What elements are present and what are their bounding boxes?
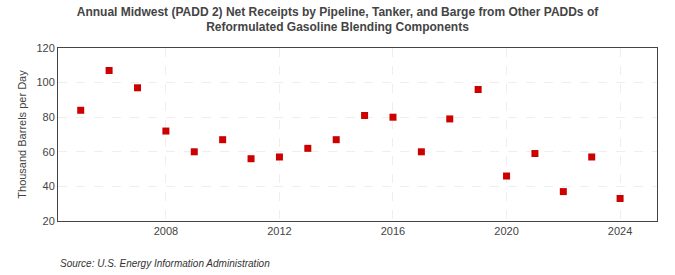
svg-text:2008: 2008	[154, 225, 178, 237]
svg-text:120: 120	[36, 42, 54, 54]
svg-text:2020: 2020	[494, 225, 518, 237]
svg-text:2012: 2012	[267, 225, 291, 237]
svg-text:Source: U.S. Energy Informatio: Source: U.S. Energy Information Administ…	[60, 258, 270, 269]
svg-text:2016: 2016	[381, 225, 405, 237]
svg-text:100: 100	[36, 76, 54, 88]
svg-text:40: 40	[43, 180, 55, 192]
svg-text:2024: 2024	[608, 225, 632, 237]
svg-text:Annual Midwest (PADD 2) Net Re: Annual Midwest (PADD 2) Net Receipts by …	[77, 5, 599, 35]
svg-text:80: 80	[43, 111, 55, 123]
svg-text:Thousand Barrels per Day: Thousand Barrels per Day	[16, 70, 28, 199]
svg-text:60: 60	[43, 146, 55, 158]
svg-text:20: 20	[43, 215, 55, 227]
